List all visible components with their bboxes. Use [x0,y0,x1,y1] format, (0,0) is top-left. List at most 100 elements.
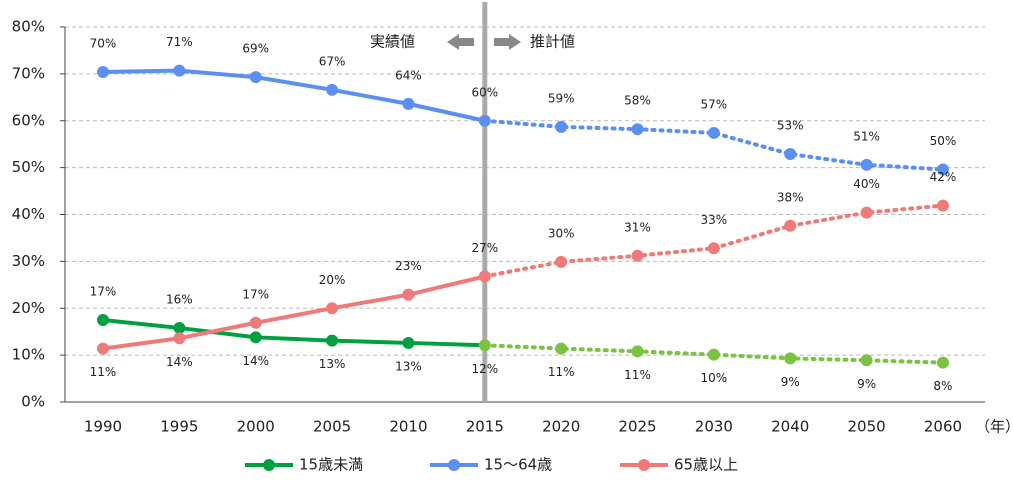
y-tick-label: 80% [12,18,45,36]
y-tick-label: 10% [12,346,45,364]
data-label: 16% [166,292,193,306]
data-label: 20% [319,273,346,287]
data-label: 11% [548,365,575,379]
x-tick-label: 2020 [542,418,580,436]
x-tick-label: 1990 [84,418,122,436]
data-point [402,288,415,301]
x-tick-label: 2005 [313,418,351,436]
x-tick-label: 2010 [389,418,427,436]
data-point [784,148,797,161]
data-point [707,242,720,255]
data-point [936,199,949,212]
data-point [173,332,186,345]
data-label: 17% [242,287,269,301]
data-point [631,249,644,262]
data-point [326,302,339,315]
data-label: 13% [395,359,422,373]
data-label: 14% [242,354,269,368]
data-label: 9% [781,375,800,389]
data-point [631,345,644,358]
data-point [326,334,339,347]
legend-marker [638,459,650,471]
data-label: 38% [777,190,804,204]
data-point [173,64,186,77]
data-point [707,348,720,361]
y-tick-label: 20% [12,299,45,317]
data-label: 58% [624,94,651,108]
data-point [326,83,339,96]
y-tick-label: 70% [12,64,45,82]
data-label: 69% [242,42,269,56]
data-label: 31% [624,220,651,234]
data-point [936,163,949,176]
data-label: 17% [90,284,117,298]
series-line [101,274,487,351]
data-point [478,339,491,352]
data-label: 10% [701,371,728,385]
data-point [860,354,873,367]
data-label: 64% [395,68,422,82]
x-tick-label: 2060 [924,418,962,436]
data-point [478,270,491,283]
data-point [249,71,262,84]
data-label: 60% [471,85,498,99]
data-point [97,342,109,355]
series-line [101,317,487,348]
y-tick-label: 30% [12,252,45,270]
series-line [101,68,487,123]
data-label: 50% [930,134,957,148]
y-tick-label: 60% [12,111,45,129]
y-tick-label: 50% [12,158,45,176]
data-point [784,352,797,365]
x-tick-label: 2030 [695,418,733,436]
data-point [402,336,415,349]
data-label: 67% [319,54,346,68]
data-label: 71% [166,35,193,49]
data-point [249,316,262,329]
data-label: 70% [90,37,117,51]
data-label: 9% [857,377,876,391]
data-label: 14% [166,355,193,369]
data-label: 57% [701,97,728,111]
data-point [555,342,568,355]
data-label: 11% [90,365,117,379]
data-label: 8% [933,379,952,393]
legend-label: 15歳未満 [299,456,363,474]
legend-label: 65歳以上 [674,456,738,474]
annotation: 実績値 [370,33,415,51]
data-label: 23% [395,259,422,273]
data-point [860,206,873,219]
y-tick-label: 0% [21,393,45,411]
data-point [97,313,109,326]
data-point [173,321,186,334]
data-point [936,356,949,369]
x-unit: （年） [975,418,1013,436]
data-point [402,97,415,110]
x-tick-label: 2050 [848,418,886,436]
annotation: 推計値 [530,33,575,51]
data-label: 13% [319,357,346,371]
x-tick-label: 2040 [771,418,809,436]
legend-marker [448,459,460,471]
data-point [860,158,873,171]
data-label: 11% [624,368,651,382]
x-tick-label: 2015 [466,418,504,436]
data-point [555,255,568,268]
data-label: 27% [471,241,498,255]
y-tick-label: 40% [12,205,45,223]
data-point [707,126,720,139]
data-label: 40% [853,177,880,191]
data-label: 59% [548,91,575,105]
arrow-left [447,34,474,50]
arrow-right [494,34,521,50]
x-tick-label: 1995 [160,418,198,436]
data-point [478,114,491,127]
data-label: 53% [777,119,804,133]
data-label: 42% [930,170,957,184]
legend-marker [263,459,275,471]
data-label: 12% [471,362,498,376]
data-point [555,120,568,133]
x-tick-label: 2025 [618,418,656,436]
